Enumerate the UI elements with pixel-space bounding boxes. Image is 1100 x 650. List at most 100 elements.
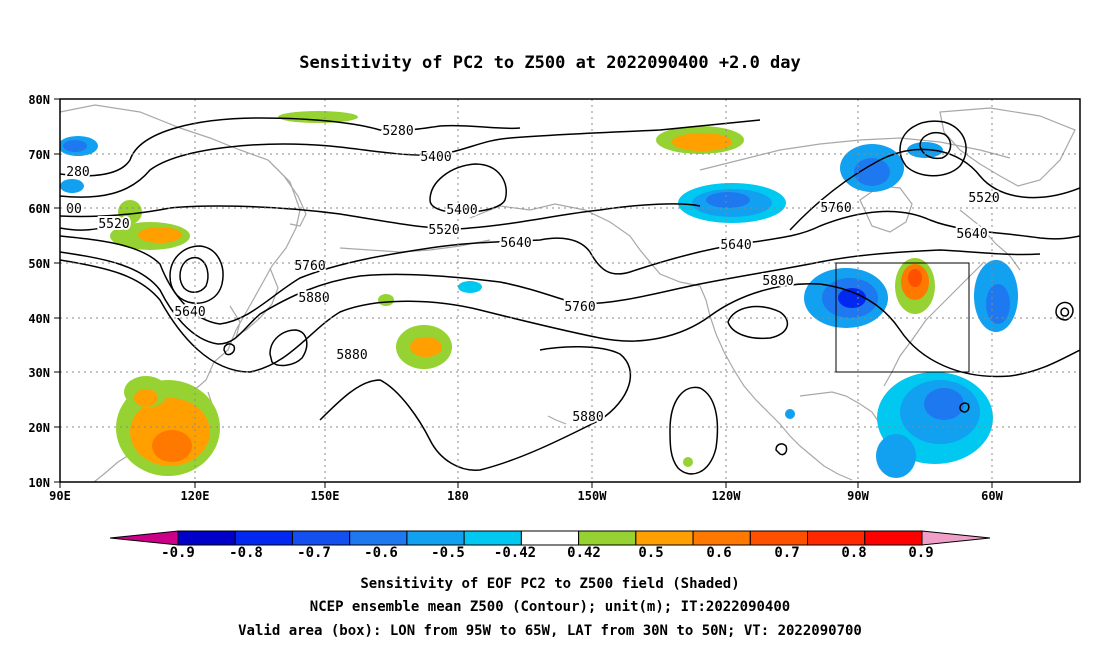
coastline-florida-east [883, 261, 985, 387]
contour-label: 5640 [500, 236, 531, 251]
contour-5760 [60, 249, 1041, 345]
contour-5640 [60, 210, 1080, 325]
shade-negative-southeast-us-core [924, 388, 964, 420]
contour-5520-north [60, 223, 113, 231]
contour-polar-low [899, 120, 967, 177]
contour-label: 5400 [446, 203, 477, 218]
map-title: Sensitivity of PC2 to Z500 at 2022090400… [299, 53, 801, 73]
colorbar-label: 0.5 [638, 545, 663, 561]
colorbar-label: -0.42 [494, 545, 536, 561]
contour-5880-trough [319, 346, 631, 471]
negative-sensitivity-shading [60, 136, 1018, 478]
coastline-north-america-west [699, 285, 853, 481]
contour-5400-low [429, 163, 507, 214]
colorbar-cell [692, 530, 751, 546]
contour-5520-east [789, 148, 1080, 231]
contour-5880-high-pacific [269, 329, 308, 367]
contour-polar-low-inner [919, 132, 952, 160]
contour-label: 5520 [968, 191, 999, 206]
colorbar-label: 0.8 [841, 545, 866, 561]
colorbar-label: 0.7 [774, 545, 799, 561]
contour-label: 5280 [382, 124, 413, 139]
contour-label: 5880 [298, 291, 329, 306]
contour-label: 5640 [720, 238, 751, 253]
contour-label: 5640 [956, 227, 987, 242]
lat-label: 50N [28, 257, 50, 271]
contour-label: 5880 [762, 274, 793, 289]
shade-positive-pacific-small [378, 294, 394, 306]
contour-5640-inner-low [179, 256, 209, 293]
lon-label: 120W [712, 489, 742, 503]
coastline-labrador [959, 209, 1021, 271]
positive-sensitivity-shading [110, 111, 935, 476]
shade-negative-canada-north-core [854, 158, 890, 186]
colorbar-label: -0.9 [161, 545, 195, 561]
map-border [59, 98, 1081, 483]
lon-label: 60W [981, 489, 1003, 503]
longitude-axis: 90E 120E 150E 180 150W 120W 90W 60W [49, 482, 1004, 503]
valid-area-box [835, 262, 970, 373]
contour-label: 5880 [572, 410, 603, 425]
latitude-axis: 80N 70N 60N 50N 40N 30N 20N 10N [28, 93, 60, 490]
map-content: 5280 5400 5400 5520 5520 5520 5640 5640 … [60, 99, 1080, 482]
colorbar-label: 0.42 [567, 545, 601, 561]
coastline-kamchatka [267, 159, 307, 227]
shade-negative-caribbean [876, 434, 916, 478]
shade-negative-gulf-small [785, 409, 795, 419]
shade-positive-south-china-inner [152, 430, 192, 462]
lon-label: 120E [181, 489, 210, 503]
colorbar-label: 0.6 [706, 545, 731, 561]
contour-5880-low-mexico [775, 443, 788, 456]
colorbar-arrow-low [109, 530, 179, 546]
lon-label: 90E [49, 489, 71, 503]
lat-label: 40N [28, 312, 50, 326]
shade-positive-mongolia-core [138, 227, 182, 243]
lon-label: 150E [311, 489, 340, 503]
contour-label: 5760 [564, 300, 595, 315]
coastline-hawaii [547, 415, 567, 425]
colorbar-label: 0.9 [908, 545, 933, 561]
shade-positive-siberia-north [118, 200, 142, 224]
contour-5280 [60, 117, 521, 177]
colorbar-cell [864, 530, 923, 546]
colorbar-arrow-high [921, 530, 991, 546]
contour-atlantic-low [1055, 301, 1074, 321]
colorbar-labels: -0.9 -0.8 -0.7 -0.6 -0.5 -0.42 0.42 0.5 … [161, 545, 934, 561]
colorbar-label: -0.6 [364, 545, 398, 561]
shade-positive-pacific-central-core [410, 337, 442, 357]
contour-label: 5520 [98, 217, 129, 232]
colorbar: -0.9 -0.8 -0.7 -0.6 -0.5 -0.42 0.42 0.5 … [109, 530, 991, 561]
contour-5880-high-us [727, 305, 789, 340]
footer-line-1: Sensitivity of EOF PC2 to Z500 field (Sh… [360, 576, 739, 592]
contour-label: 5760 [294, 259, 325, 274]
coastline-alaska [469, 203, 701, 287]
contour-5640-low [169, 245, 224, 304]
shade-positive-tropics-small [683, 457, 693, 467]
contour-atlantic-low-inner [1060, 307, 1070, 317]
colorbar-cell [807, 530, 866, 546]
lon-label: 90W [847, 489, 869, 503]
contour-label: 280 [66, 165, 89, 180]
colorbar-label: -0.7 [297, 545, 331, 561]
contour-label: 00 [66, 202, 82, 217]
contour-5880-low-tropical [669, 386, 719, 475]
colorbar-cell [291, 530, 351, 546]
colorbar-cell [406, 530, 465, 546]
contour-caribbean-small [959, 402, 970, 413]
colorbar-cell [463, 530, 522, 546]
lat-label: 70N [28, 148, 50, 162]
gridlines [60, 99, 1080, 482]
shade-negative-alaska-core [706, 192, 750, 208]
contour-label: 5520 [428, 223, 459, 238]
lat-label: 80N [28, 93, 50, 107]
footer-line-3: Valid area (box): LON from 95W to 65W, L… [238, 623, 862, 639]
colorbar-label: -0.8 [229, 545, 263, 561]
colorbar-cell [520, 530, 580, 546]
shade-positive-arctic [278, 111, 358, 123]
z500-contours [60, 117, 1080, 475]
colorbar-label: -0.5 [431, 545, 465, 561]
lat-label: 30N [28, 366, 50, 380]
lat-label: 10N [28, 476, 50, 490]
footer-line-2: NCEP ensemble mean Z500 (Contour); unit(… [310, 599, 790, 615]
